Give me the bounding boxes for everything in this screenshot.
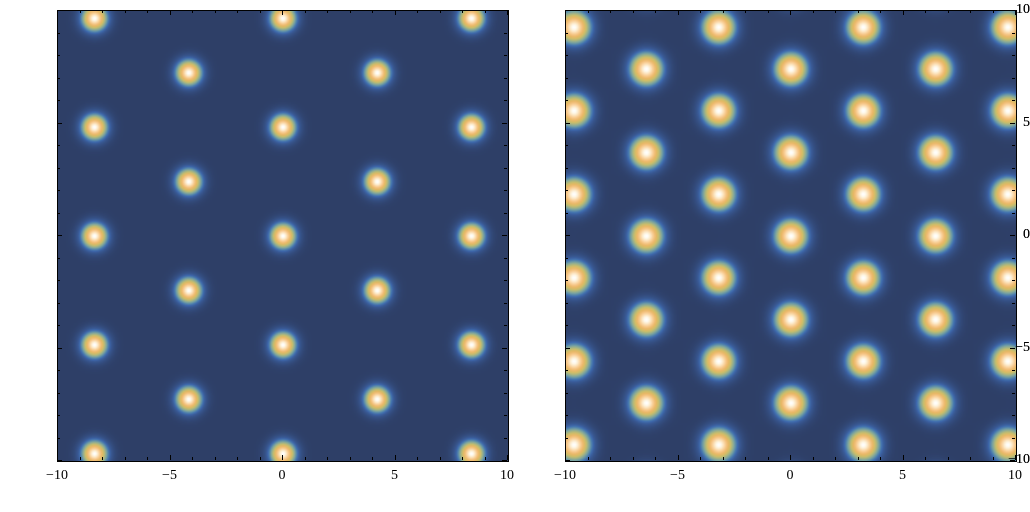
y-minor-tick-mark <box>565 415 568 416</box>
x-minor-tick-mark <box>655 457 656 460</box>
x-minor-tick-mark <box>925 10 926 13</box>
x-minor-tick-mark <box>970 457 971 460</box>
x-tick-mark <box>790 455 791 460</box>
y-tick-label: 5 <box>473 115 1030 131</box>
x-minor-tick-mark <box>588 10 589 13</box>
y-minor-tick-mark <box>1012 303 1015 304</box>
y-minor-tick-mark <box>565 280 568 281</box>
x-minor-tick-mark <box>768 457 769 460</box>
y-minor-tick-mark <box>565 438 568 439</box>
y-minor-tick-mark <box>1012 415 1015 416</box>
y-minor-tick-mark <box>565 213 568 214</box>
x-tick-mark <box>565 10 566 15</box>
x-tick-label: 10 <box>1008 468 1022 512</box>
x-tick-label: 5 <box>899 468 906 512</box>
y-minor-tick-mark <box>1012 258 1015 259</box>
y-tick-label: −5 <box>473 340 1030 356</box>
y-minor-tick-mark <box>565 258 568 259</box>
y-minor-tick-mark <box>565 78 568 79</box>
y-minor-tick-mark <box>1012 55 1015 56</box>
y-minor-tick-mark <box>565 168 568 169</box>
x-minor-tick-mark <box>633 457 634 460</box>
x-tick-mark <box>903 455 904 460</box>
y-minor-tick-mark <box>1012 33 1015 34</box>
x-tick-mark <box>678 10 679 15</box>
y-minor-tick-mark <box>565 325 568 326</box>
x-tick-mark <box>1015 455 1016 460</box>
y-minor-tick-mark <box>1012 100 1015 101</box>
x-minor-tick-mark <box>588 457 589 460</box>
x-minor-tick-mark <box>723 10 724 13</box>
x-tick-mark <box>678 455 679 460</box>
y-minor-tick-mark <box>1012 145 1015 146</box>
y-minor-tick-mark <box>565 190 568 191</box>
x-minor-tick-mark <box>700 10 701 13</box>
y-minor-tick-mark <box>565 370 568 371</box>
x-minor-tick-mark <box>858 10 859 13</box>
x-minor-tick-mark <box>745 10 746 13</box>
y-minor-tick-mark <box>565 145 568 146</box>
y-tick-label: −10 <box>473 452 1030 468</box>
x-minor-tick-mark <box>813 457 814 460</box>
x-minor-tick-mark <box>745 457 746 460</box>
y-minor-tick-mark <box>1012 78 1015 79</box>
y-minor-tick-mark <box>1012 190 1015 191</box>
y-minor-tick-mark <box>1012 325 1015 326</box>
y-minor-tick-mark <box>1012 393 1015 394</box>
y-minor-tick-mark <box>1012 168 1015 169</box>
y-minor-tick-mark <box>565 303 568 304</box>
x-minor-tick-mark <box>880 457 881 460</box>
y-minor-tick-mark <box>565 55 568 56</box>
y-minor-tick-mark <box>1012 280 1015 281</box>
y-minor-tick-mark <box>565 393 568 394</box>
x-minor-tick-mark <box>925 457 926 460</box>
x-tick-mark <box>1015 10 1016 15</box>
y-tick-label: 10 <box>473 2 1030 18</box>
x-minor-tick-mark <box>948 10 949 13</box>
x-minor-tick-mark <box>610 10 611 13</box>
x-minor-tick-mark <box>700 457 701 460</box>
right-panel: −10−50510−10−50510 <box>0 0 1030 512</box>
x-tick-label: 0 <box>787 468 794 512</box>
x-minor-tick-mark <box>993 457 994 460</box>
x-minor-tick-mark <box>633 10 634 13</box>
y-minor-tick-mark <box>565 33 568 34</box>
y-minor-tick-mark <box>1012 213 1015 214</box>
x-tick-mark <box>790 10 791 15</box>
x-minor-tick-mark <box>835 457 836 460</box>
x-minor-tick-mark <box>610 457 611 460</box>
y-tick-label: 0 <box>473 227 1030 243</box>
x-minor-tick-mark <box>880 10 881 13</box>
x-tick-mark <box>565 455 566 460</box>
x-minor-tick-mark <box>768 10 769 13</box>
x-minor-tick-mark <box>835 10 836 13</box>
x-tick-label: −5 <box>670 468 685 512</box>
x-minor-tick-mark <box>970 10 971 13</box>
y-minor-tick-mark <box>565 100 568 101</box>
x-minor-tick-mark <box>858 457 859 460</box>
x-tick-label: −10 <box>554 468 576 512</box>
x-minor-tick-mark <box>993 10 994 13</box>
y-minor-tick-mark <box>1012 370 1015 371</box>
x-minor-tick-mark <box>723 457 724 460</box>
figure: −10−50510−10−50510−10−50510−10−50510 <box>0 0 1030 512</box>
y-minor-tick-mark <box>1012 438 1015 439</box>
x-minor-tick-mark <box>813 10 814 13</box>
x-minor-tick-mark <box>948 457 949 460</box>
x-tick-mark <box>903 10 904 15</box>
x-minor-tick-mark <box>655 10 656 13</box>
